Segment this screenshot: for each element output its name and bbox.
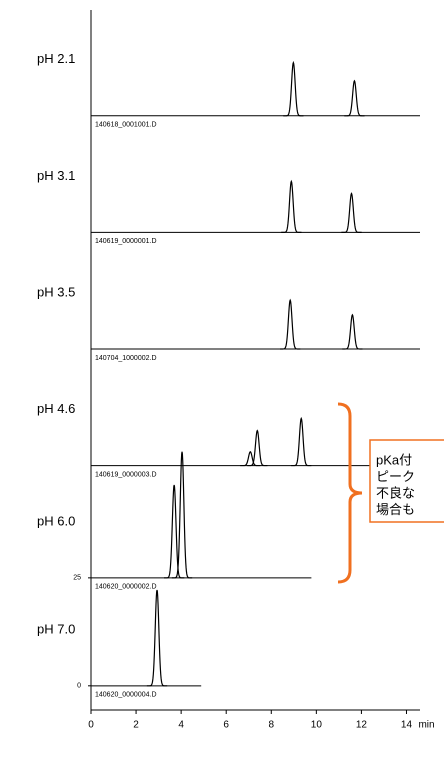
peak: [283, 60, 304, 117]
x-tick-label: 6: [223, 720, 229, 731]
y-tick-label: 0: [77, 683, 81, 690]
bracket: [337, 402, 363, 584]
peak: [341, 192, 362, 233]
peak: [280, 298, 301, 350]
x-tick-label: 8: [268, 720, 274, 731]
callout-text: 場合も: [376, 502, 415, 517]
peak: [240, 451, 261, 467]
callout-text: pKa付: [376, 452, 412, 467]
trace-label: pH 4.6: [37, 401, 75, 416]
file-label: 140620_0000002.D: [95, 584, 157, 591]
peak: [344, 79, 365, 117]
x-tick-label: 12: [356, 720, 368, 731]
file-label: 140618_0001001.D: [95, 122, 157, 129]
x-unit: min: [418, 720, 434, 731]
x-tick-label: 14: [401, 720, 413, 731]
file-label: 140619_0000003.D: [95, 471, 157, 478]
trace-label: pH 3.5: [37, 284, 75, 299]
peak: [146, 589, 168, 687]
peak: [164, 484, 185, 579]
y-tick-label: 25: [73, 575, 81, 582]
peak: [171, 451, 193, 579]
trace-label: pH 7.0: [37, 621, 75, 636]
file-label: 140619_0000001.D: [95, 238, 157, 245]
trace-label: pH 2.1: [37, 51, 75, 66]
callout-text: ピーク: [376, 469, 415, 484]
peak: [247, 429, 268, 467]
peak: [291, 416, 312, 467]
peak: [281, 179, 302, 233]
file-label: 140704_1000002.D: [95, 355, 157, 362]
trace-label: pH 6.0: [37, 513, 75, 528]
peak: [342, 313, 363, 350]
file-label: 140620_0000004.D: [95, 692, 157, 699]
callout-text: 不良な: [376, 485, 415, 500]
x-tick-label: 4: [178, 720, 184, 731]
x-tick-label: 2: [133, 720, 139, 731]
trace-label: pH 3.1: [37, 168, 75, 183]
x-tick-label: 10: [311, 720, 323, 731]
callout-box: [369, 439, 444, 523]
x-tick-label: 0: [88, 720, 94, 731]
